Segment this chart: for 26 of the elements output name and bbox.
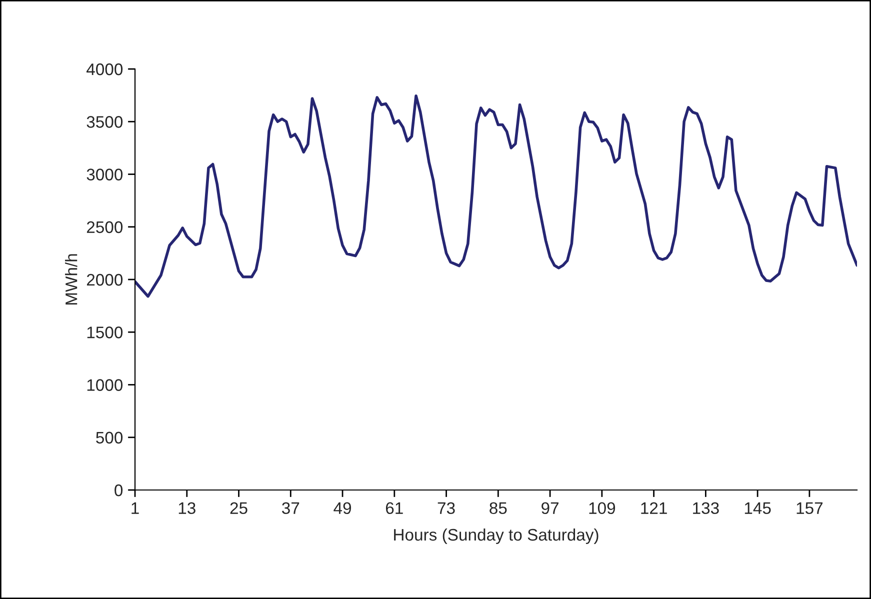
x-tick-label: 109	[589, 502, 616, 514]
x-tick-label: 73	[438, 502, 455, 514]
x-tick-label: 25	[230, 502, 248, 514]
y-axis-title: MWh/h	[65, 254, 78, 305]
y-tick-label: 500	[96, 432, 123, 444]
x-tick-label: 1	[132, 502, 139, 514]
x-tick-label: 37	[282, 502, 300, 514]
y-tick-label: 3500	[86, 116, 123, 128]
x-tick-label: 85	[490, 502, 507, 514]
y-tick-label: 2000	[86, 274, 123, 286]
x-tick-label: 121	[641, 502, 667, 514]
x-tick-label: 61	[386, 502, 403, 514]
x-axis-title: Hours (Sunday to Saturday)	[394, 528, 598, 544]
x-tick-label: 133	[693, 502, 719, 514]
y-tick-label: 2500	[86, 221, 123, 234]
y-tick-label: 1000	[87, 379, 123, 391]
x-tick-label: 157	[796, 502, 823, 514]
line-series	[135, 94, 857, 298]
x-tick-label: 49	[334, 502, 351, 514]
y-tick-label: 3000	[86, 168, 123, 180]
x-tick-label: 13	[178, 502, 196, 514]
y-tick-label: 1500	[87, 326, 123, 338]
y-tick-label: 0	[114, 484, 123, 496]
y-tick-label: 4000	[86, 63, 123, 76]
x-tick-label: 97	[542, 502, 558, 514]
x-tick-label: 145	[744, 502, 771, 514]
